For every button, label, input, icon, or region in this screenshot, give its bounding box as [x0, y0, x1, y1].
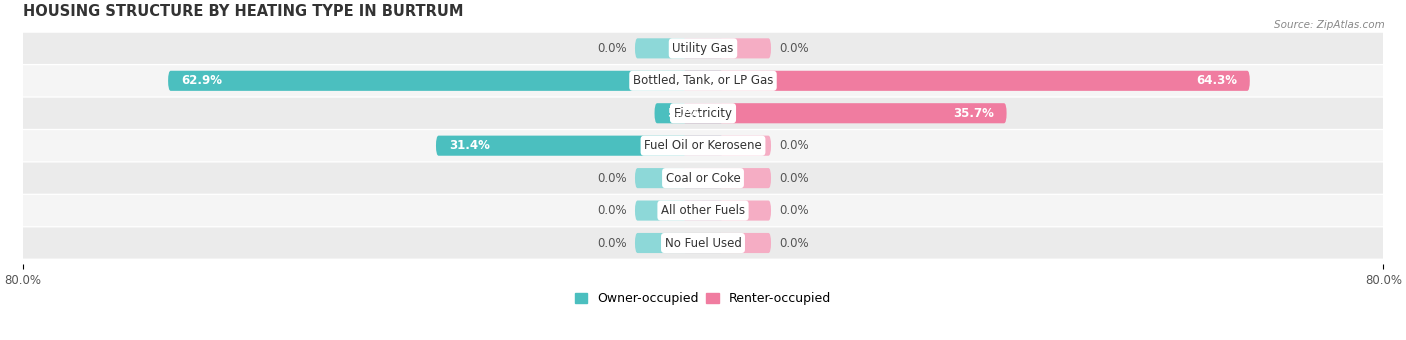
Text: Coal or Coke: Coal or Coke	[665, 172, 741, 185]
FancyBboxPatch shape	[682, 136, 770, 156]
Text: 5.7%: 5.7%	[668, 107, 700, 120]
FancyBboxPatch shape	[682, 233, 770, 253]
FancyBboxPatch shape	[14, 65, 1392, 96]
Text: 0.0%: 0.0%	[596, 42, 627, 55]
FancyBboxPatch shape	[14, 195, 1392, 226]
Text: 62.9%: 62.9%	[181, 74, 222, 87]
Text: 64.3%: 64.3%	[1197, 74, 1237, 87]
FancyBboxPatch shape	[636, 168, 724, 188]
Text: No Fuel Used: No Fuel Used	[665, 237, 741, 250]
Legend: Owner-occupied, Renter-occupied: Owner-occupied, Renter-occupied	[569, 287, 837, 310]
Text: 0.0%: 0.0%	[779, 42, 810, 55]
Text: Fuel Oil or Kerosene: Fuel Oil or Kerosene	[644, 139, 762, 152]
FancyBboxPatch shape	[682, 71, 1250, 91]
Text: 0.0%: 0.0%	[779, 237, 810, 250]
FancyBboxPatch shape	[436, 136, 724, 156]
FancyBboxPatch shape	[636, 233, 724, 253]
FancyBboxPatch shape	[682, 38, 770, 58]
Text: HOUSING STRUCTURE BY HEATING TYPE IN BURTRUM: HOUSING STRUCTURE BY HEATING TYPE IN BUR…	[22, 4, 463, 19]
Text: 0.0%: 0.0%	[779, 172, 810, 185]
Text: 0.0%: 0.0%	[779, 139, 810, 152]
Text: 0.0%: 0.0%	[596, 204, 627, 217]
FancyBboxPatch shape	[682, 201, 770, 221]
Text: Bottled, Tank, or LP Gas: Bottled, Tank, or LP Gas	[633, 74, 773, 87]
Text: 35.7%: 35.7%	[953, 107, 994, 120]
Text: 31.4%: 31.4%	[449, 139, 489, 152]
FancyBboxPatch shape	[14, 98, 1392, 129]
FancyBboxPatch shape	[169, 71, 724, 91]
FancyBboxPatch shape	[14, 227, 1392, 259]
FancyBboxPatch shape	[636, 38, 724, 58]
FancyBboxPatch shape	[14, 130, 1392, 161]
FancyBboxPatch shape	[14, 163, 1392, 194]
Text: All other Fuels: All other Fuels	[661, 204, 745, 217]
FancyBboxPatch shape	[682, 103, 1007, 123]
FancyBboxPatch shape	[636, 201, 724, 221]
Text: Utility Gas: Utility Gas	[672, 42, 734, 55]
FancyBboxPatch shape	[14, 33, 1392, 64]
Text: 0.0%: 0.0%	[596, 237, 627, 250]
FancyBboxPatch shape	[682, 168, 770, 188]
Text: 0.0%: 0.0%	[596, 172, 627, 185]
Text: Source: ZipAtlas.com: Source: ZipAtlas.com	[1274, 20, 1385, 30]
FancyBboxPatch shape	[655, 103, 724, 123]
Text: 0.0%: 0.0%	[779, 204, 810, 217]
Text: Electricity: Electricity	[673, 107, 733, 120]
